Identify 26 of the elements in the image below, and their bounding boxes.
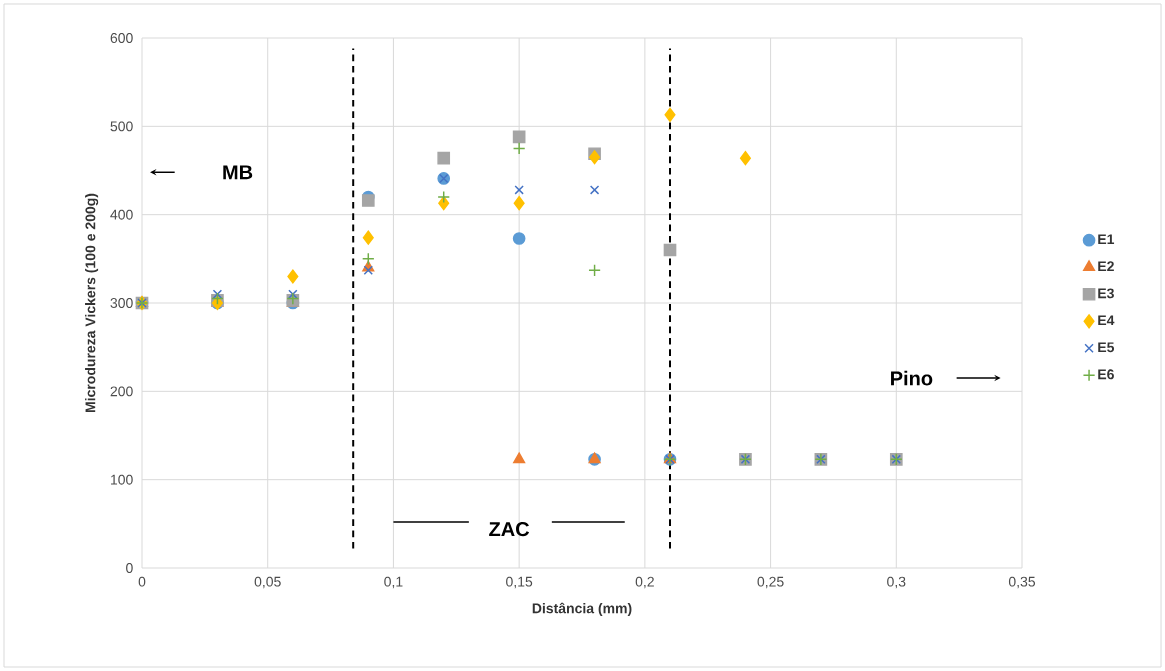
x-tick-label: 0 bbox=[138, 576, 146, 587]
y-tick-label: 200 bbox=[110, 386, 133, 397]
legend-label: E3 bbox=[1098, 288, 1114, 299]
y-tick-label: 600 bbox=[110, 33, 133, 43]
legend-label: E2 bbox=[1098, 261, 1114, 272]
y-axis-title: Microdureza Vickers (100 e 200g) bbox=[85, 193, 99, 413]
y-tick-label: 400 bbox=[110, 209, 133, 220]
y-tick-label: 100 bbox=[111, 474, 133, 485]
x-tick-label: 0,05 bbox=[254, 576, 281, 589]
x-axis-title: Distância (mm) bbox=[532, 602, 632, 617]
x-tick-label: 0,3 bbox=[887, 576, 906, 589]
y-tick-label: 300 bbox=[110, 298, 133, 308]
legend-label: E4 bbox=[1098, 315, 1115, 326]
x-tick-label: 0,2 bbox=[635, 576, 654, 589]
x-tick-label: 0,15 bbox=[506, 576, 533, 589]
legend-label: E1 bbox=[1098, 234, 1115, 245]
annotation: MB bbox=[223, 165, 253, 180]
x-tick-label: 0,1 bbox=[384, 576, 403, 589]
y-tick-label: 500 bbox=[110, 121, 133, 132]
legend-label: E5 bbox=[1098, 342, 1115, 353]
legend-label: E6 bbox=[1098, 369, 1114, 380]
annotation: ZAC bbox=[489, 522, 530, 537]
annotation: Pino bbox=[891, 370, 933, 386]
x-tick-label: 0,35 bbox=[1008, 576, 1036, 589]
y-tick-label: 0 bbox=[126, 563, 133, 573]
x-tick-label: 0,25 bbox=[757, 576, 784, 589]
